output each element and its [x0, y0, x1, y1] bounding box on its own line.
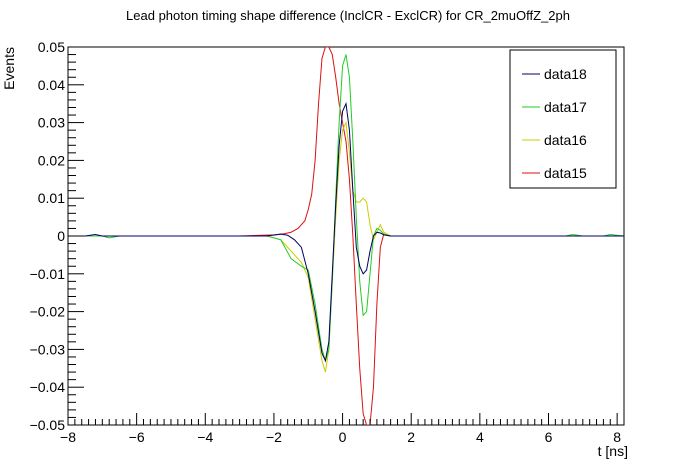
y-tick-label: −0.03 — [30, 341, 66, 357]
series-line-data15 — [68, 47, 624, 425]
y-tick-label: 0 — [57, 228, 65, 244]
y-tick-label: 0.02 — [38, 152, 65, 168]
x-tick-label: −2 — [266, 429, 282, 445]
x-tick-label: 4 — [476, 429, 484, 445]
plot-area: −8 −6 −4 −2 0 2 4 6 8 0.05 0.04 0.03 0.02 0.01 0 −0.01… — [30, 39, 625, 445]
legend: data18 data17 data16 data15 — [509, 49, 617, 189]
y-tick-label: −0.04 — [30, 379, 66, 395]
x-axis: −8 −6 −4 −2 0 2 4 6 8 — [60, 413, 625, 445]
x-axis-title: t [ns] — [598, 443, 628, 459]
series-layer — [68, 47, 624, 425]
legend-box — [509, 49, 617, 189]
legend-label-data18: data18 — [544, 66, 587, 82]
x-tick-label: 2 — [407, 429, 415, 445]
legend-label-data17: data17 — [544, 99, 587, 115]
series-line-data16 — [68, 120, 624, 373]
y-tick-label: −0.02 — [30, 304, 66, 320]
chart-title: Lead photon timing shape difference (Inc… — [126, 8, 570, 23]
y-tick-label: 0.04 — [38, 77, 65, 93]
y-tick-label: −0.01 — [30, 266, 66, 282]
x-tick-label: −6 — [129, 429, 145, 445]
x-tick-label: 6 — [545, 429, 553, 445]
x-tick-label: 0 — [339, 429, 347, 445]
y-axis-title: Events — [1, 47, 17, 90]
legend-label-data15: data15 — [544, 165, 587, 181]
series-line-data18 — [68, 101, 624, 363]
y-tick-label: 0.05 — [38, 39, 65, 55]
y-tick-label: 0.01 — [38, 190, 65, 206]
legend-label-data16: data16 — [544, 132, 587, 148]
y-tick-label: −0.05 — [30, 417, 66, 433]
y-axis: 0.05 0.04 0.03 0.02 0.01 0 −0.01 −0.02 −0.03 −0.0… — [30, 39, 84, 433]
x-tick-label: 8 — [613, 429, 621, 445]
x-tick-label: −4 — [197, 429, 213, 445]
y-tick-label: 0.03 — [38, 115, 65, 131]
x-tick-label: −8 — [60, 429, 76, 445]
